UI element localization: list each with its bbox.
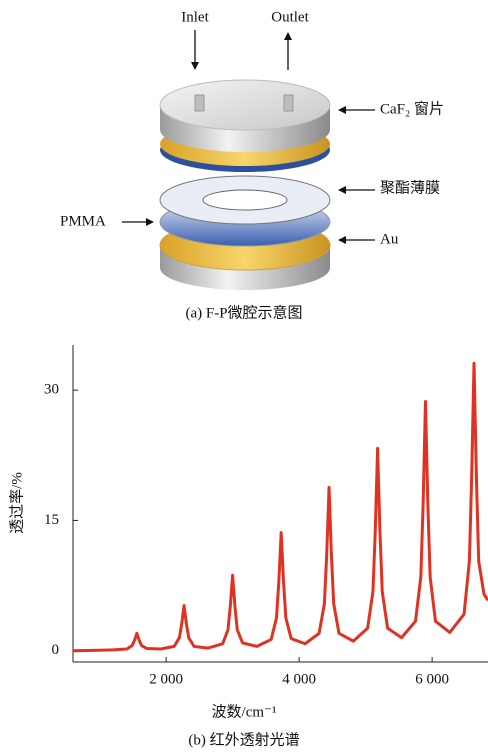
x-axis-title: 波数/cm⁻¹ <box>212 703 277 720</box>
au-label: Au <box>380 231 399 247</box>
pmma-arrow-head <box>146 218 154 226</box>
film-hole <box>203 190 287 210</box>
au-arrow-head <box>338 236 346 244</box>
chart: 波数/cm⁻¹ (b) 红外透射光谱 透过率/% 0 15 30 2 000 4 000… <box>8 345 488 748</box>
diagram: Inlet Outlet CaF₂ 窗片 聚酯薄膜 PMMA Au (a <box>60 9 444 321</box>
diagram-caption: (a) F-P微腔示意图 <box>185 303 302 321</box>
inlet-label: Inlet <box>181 9 209 25</box>
caf2-arrow-head <box>338 106 346 114</box>
x-tick-label: 4 000 <box>282 671 316 687</box>
y-tick-label: 15 <box>44 512 59 528</box>
inlet-arrow-head <box>191 62 199 70</box>
caf2-label: CaF₂ 窗片 <box>380 99 444 117</box>
outlet-label: Outlet <box>271 9 309 25</box>
figure: Inlet Outlet CaF₂ 窗片 聚酯薄膜 PMMA Au (a <box>0 0 488 756</box>
film-arrow-head <box>338 186 346 194</box>
x-tick-label: 2 000 <box>149 671 183 687</box>
film-label: 聚酯薄膜 <box>380 179 440 196</box>
caf2-top <box>160 80 330 130</box>
outlet-port <box>284 95 293 111</box>
spectrum-line <box>73 363 488 650</box>
pmma-label: PMMA <box>60 213 106 229</box>
inlet-port <box>195 95 204 111</box>
chart-caption: (b) 红外透射光谱 <box>188 731 299 748</box>
y-tick-label: 30 <box>44 382 59 398</box>
y-axis-title: 透过率/% <box>8 472 25 534</box>
y-tick-label: 0 <box>52 642 60 658</box>
x-tick-label: 6 000 <box>415 671 449 687</box>
outlet-arrow-head <box>284 32 292 40</box>
